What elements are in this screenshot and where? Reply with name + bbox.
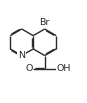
- Text: O: O: [26, 64, 33, 73]
- Text: Br: Br: [39, 18, 50, 27]
- Text: N: N: [18, 51, 25, 60]
- Text: OH: OH: [56, 64, 71, 73]
